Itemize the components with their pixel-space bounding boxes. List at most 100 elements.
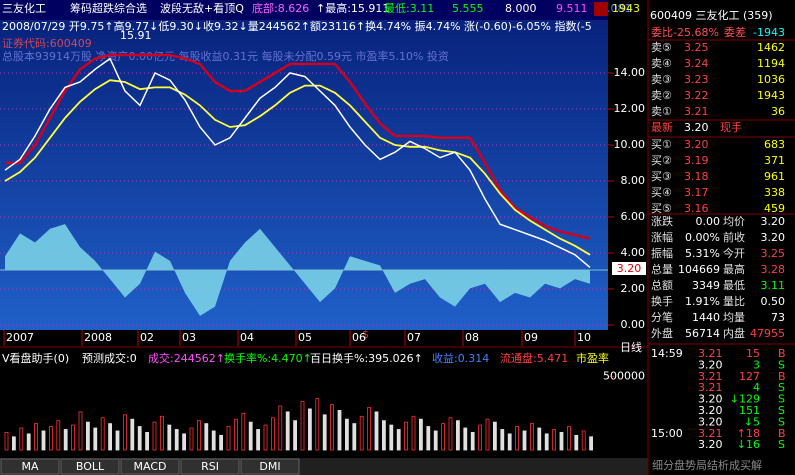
- marker: $: [362, 328, 369, 341]
- volume-bar: [367, 407, 372, 451]
- tab[interactable]: [120, 458, 180, 475]
- volume-bar: [145, 431, 150, 451]
- book-price: 3.18: [684, 170, 709, 183]
- volume-bar: [544, 433, 549, 451]
- stat-value: 104669: [678, 263, 720, 276]
- info-line: 总股本93914万股 净资产0.00亿元 每股收益0.31元 每股未分配0.59…: [2, 49, 449, 63]
- volume-bar: [492, 421, 497, 451]
- trade-vol: 3: [753, 358, 760, 371]
- stat-value: 5.31%: [685, 247, 720, 260]
- tab[interactable]: [60, 458, 120, 475]
- header-text: ↑最高:15.911: [316, 1, 389, 15]
- y-tick-label: 500000: [603, 370, 645, 383]
- stat-label: 涨幅: [651, 231, 673, 244]
- volume-bar: [233, 418, 238, 451]
- date-label: 06: [352, 331, 366, 344]
- header-text: 5.555: [452, 2, 484, 15]
- line-trend: [5, 53, 591, 240]
- tab[interactable]: [240, 458, 300, 475]
- volume-bar: [537, 427, 542, 451]
- volume-bar: [93, 427, 98, 451]
- stat-label: 均量: [723, 311, 745, 324]
- date-label: 10: [577, 331, 591, 344]
- y-tick-label: 8.00: [621, 174, 646, 187]
- volume-header: 市盈率: [576, 351, 609, 365]
- tab[interactable]: [180, 458, 240, 475]
- stat-value: 0.00%: [685, 231, 720, 244]
- y-tick-label: 4.00: [621, 246, 646, 259]
- book-price: 3.25: [684, 41, 709, 54]
- book-price: 3.24: [684, 57, 709, 70]
- trade-price: 3.21: [698, 370, 723, 383]
- stat-value: 0.00: [696, 215, 721, 228]
- volume-bar: [448, 417, 453, 451]
- book-label: 卖①: [651, 105, 672, 118]
- volume-bar: [137, 426, 142, 451]
- volume-bar: [389, 424, 394, 451]
- date-label: 04: [240, 331, 254, 344]
- trade-price: 3.20: [698, 404, 723, 417]
- trade-price: 3.20: [698, 393, 723, 406]
- tab-label: DMI: [259, 460, 280, 473]
- ratio: 委比-25.68%: [651, 26, 719, 39]
- date-bg: [0, 330, 608, 346]
- volume-bar: [41, 430, 46, 451]
- book-vol: 1036: [757, 73, 785, 86]
- book-price: 3.21: [684, 105, 709, 118]
- volume-bar: [204, 423, 209, 451]
- stat-value: 3.11: [761, 279, 786, 292]
- date-label: 07: [407, 331, 421, 344]
- stat-value: 1.91%: [685, 295, 720, 308]
- volume-header: 百日换手%:395.026↑: [310, 351, 423, 365]
- volume-bar: [404, 421, 409, 451]
- stat-value: 3.20: [761, 215, 786, 228]
- volume-bar: [219, 434, 224, 451]
- tab[interactable]: [0, 458, 60, 475]
- volume-bar: [507, 433, 512, 451]
- volume-bar: [344, 418, 349, 451]
- trade-vol: 127: [739, 370, 760, 383]
- date-label: 2008: [84, 331, 112, 344]
- volume-bar: [78, 411, 83, 451]
- stat-label: 总量: [651, 262, 673, 276]
- peak-label: 15.91: [120, 29, 152, 42]
- trade-price: 3.20: [698, 415, 723, 428]
- volume-bar: [256, 429, 261, 451]
- book-vol: 1943: [757, 89, 785, 102]
- trade-vol: ↓5: [744, 415, 760, 428]
- stat-label: 外盘: [651, 326, 673, 340]
- trade-vol: 4: [753, 381, 760, 394]
- book-price: 3.17: [684, 186, 709, 199]
- book-label: 买②: [651, 154, 672, 167]
- book-vol: 36: [771, 105, 785, 118]
- stat-value: 1440: [692, 311, 720, 324]
- volume-bar: [34, 423, 38, 451]
- line-ma: [4, 79, 591, 256]
- y-tick-label: 14.00: [614, 66, 646, 79]
- stat-value: 3349: [692, 279, 720, 292]
- stat-label: 前收: [723, 230, 745, 244]
- volume-bar: [500, 429, 505, 451]
- volume-bar: [226, 426, 231, 451]
- volume-bar: [478, 424, 483, 451]
- volume-bar: [418, 418, 423, 451]
- stat-value: 73: [771, 311, 785, 324]
- book-price: 3.20: [684, 138, 709, 151]
- stat-value: 0.50: [761, 295, 786, 308]
- volume-bar: [108, 423, 112, 451]
- trade-price: 3.21: [698, 381, 723, 394]
- quote-line: 2008/07/29 开9.75↑高9.77↓低9.30↓收9.32↓量2445…: [2, 19, 592, 33]
- book-price: 3.19: [684, 154, 709, 167]
- date-label: 2007: [6, 331, 34, 344]
- ratio: 委差: [724, 25, 746, 39]
- trade-vol: 15: [746, 347, 760, 360]
- date-label: 09: [524, 331, 538, 344]
- trade-vol: ↑18: [737, 427, 760, 440]
- volume-bar: [248, 421, 253, 451]
- trade-side: B: [778, 370, 786, 383]
- stat-label: 量比: [723, 295, 745, 308]
- volume-bar: [174, 429, 179, 451]
- trade-side: S: [778, 438, 785, 451]
- trade-side: B: [778, 347, 786, 360]
